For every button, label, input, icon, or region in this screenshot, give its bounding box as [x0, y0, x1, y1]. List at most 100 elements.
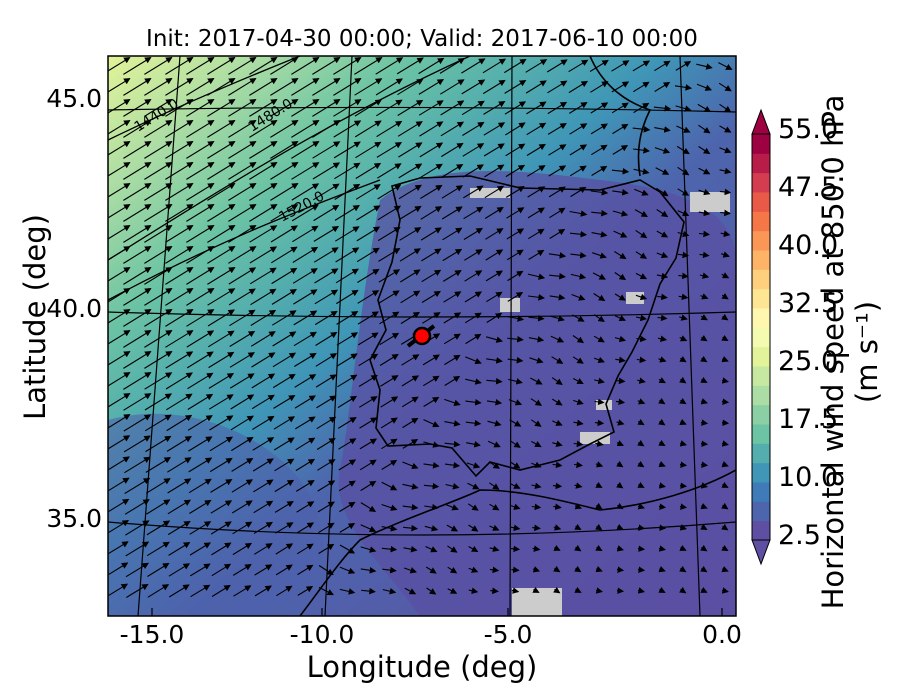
- wind-vector: [270, 225, 298, 243]
- wind-vector: [721, 566, 729, 573]
- wind-vector: [207, 120, 236, 138]
- wind-vector: [721, 523, 729, 531]
- wind-vector: [700, 314, 708, 321]
- wind-vector: [108, 267, 131, 282]
- wind-vector: [636, 356, 647, 364]
- wind-vector: [636, 335, 647, 343]
- wind-vector: [144, 162, 173, 180]
- wind-vector: [123, 225, 152, 243]
- wind-vector: [721, 587, 729, 594]
- wind-vector: [572, 356, 584, 364]
- wind-vector: [674, 84, 693, 91]
- wind-vector: [593, 356, 605, 363]
- wind-vector: [531, 482, 542, 490]
- wind-vector: [654, 60, 671, 72]
- wind-vector: [378, 248, 401, 262]
- wind-vector: [574, 482, 583, 489]
- wind-vector: [403, 545, 418, 553]
- wind-vector: [401, 396, 419, 408]
- wind-vector: [356, 226, 381, 242]
- wind-vector: [231, 479, 254, 493]
- wind-vector: [574, 503, 583, 510]
- wind-vector: [466, 441, 481, 448]
- wind-vector: [355, 184, 381, 200]
- wind-vector: [190, 584, 211, 598]
- wind-vector: [354, 120, 382, 138]
- wind-vector: [338, 480, 356, 492]
- wind-vector: [336, 332, 359, 346]
- wind-vector: [637, 460, 645, 468]
- wind-vector: [123, 99, 152, 117]
- wind-vector: [108, 414, 131, 429]
- wind-vector: [528, 294, 545, 301]
- wind-vector: [253, 521, 273, 534]
- wind-vector: [144, 183, 173, 201]
- colorbar-segment: [752, 211, 770, 232]
- wind-vector: [108, 309, 131, 324]
- wind-vector: [466, 462, 481, 469]
- wind-vector: [356, 205, 381, 221]
- wind-vector: [250, 309, 277, 326]
- wind-vector: [700, 440, 709, 448]
- wind-vector: [124, 456, 151, 474]
- wind-vector: [595, 587, 603, 594]
- wind-vector: [108, 456, 130, 471]
- wind-vector: [462, 121, 485, 136]
- wind-vector: [698, 167, 711, 175]
- wind-vector: [549, 228, 566, 239]
- x-axis-label: Longitude (deg): [306, 650, 538, 684]
- wind-vector: [444, 440, 461, 448]
- wind-vector: [359, 438, 378, 450]
- wind-vector: [486, 398, 503, 406]
- wind-vector: [108, 477, 130, 492]
- wind-vector: [570, 251, 587, 259]
- wind-vector: [679, 544, 687, 551]
- wind-vector: [144, 414, 172, 432]
- wind-vector: [719, 188, 732, 196]
- wind-vector: [616, 523, 624, 530]
- wind-vector: [721, 398, 730, 405]
- x-tick-label: -5.0: [483, 620, 533, 649]
- wind-vector: [401, 354, 420, 366]
- wind-vector: [292, 246, 319, 263]
- colorbar-segment: [752, 346, 770, 367]
- wind-vector: [488, 461, 501, 469]
- wind-vector: [698, 209, 711, 217]
- wind-vector: [461, 58, 486, 74]
- wind-vector: [526, 122, 547, 136]
- wind-vector: [276, 585, 293, 597]
- wind-vector: [616, 481, 624, 489]
- wind-vector: [354, 57, 383, 75]
- wind-vector: [108, 57, 131, 72]
- colorbar-segment: [752, 462, 770, 483]
- wind-vector: [527, 165, 546, 177]
- wind-vector: [270, 120, 299, 138]
- wind-vector: [381, 545, 398, 553]
- wind-vector: [679, 376, 687, 384]
- wind-vector: [447, 587, 458, 594]
- wind-vector: [423, 419, 440, 428]
- wind-vector: [207, 141, 236, 159]
- wind-vector: [510, 545, 521, 553]
- wind-vector: [507, 356, 524, 364]
- wind-vector: [208, 373, 235, 389]
- wind-vector: [721, 544, 729, 552]
- wind-vector: [698, 188, 711, 196]
- wind-vector: [188, 457, 213, 473]
- wind-vector: [464, 270, 483, 282]
- wind-vector: [271, 267, 298, 285]
- wind-vector: [251, 394, 275, 410]
- wind-vector: [252, 437, 275, 451]
- wind-vector: [165, 309, 194, 327]
- wind-vector: [404, 587, 417, 595]
- wind-vector: [190, 563, 211, 577]
- wind-vector: [615, 356, 626, 364]
- colorbar-segment: [752, 482, 770, 502]
- wind-vector: [379, 332, 400, 346]
- wind-vector: [123, 309, 152, 327]
- wind-vector: [294, 352, 317, 367]
- wind-vector: [616, 419, 625, 426]
- wind-vector: [461, 100, 485, 116]
- wind-vector: [614, 251, 627, 260]
- wind-vector: [108, 246, 131, 261]
